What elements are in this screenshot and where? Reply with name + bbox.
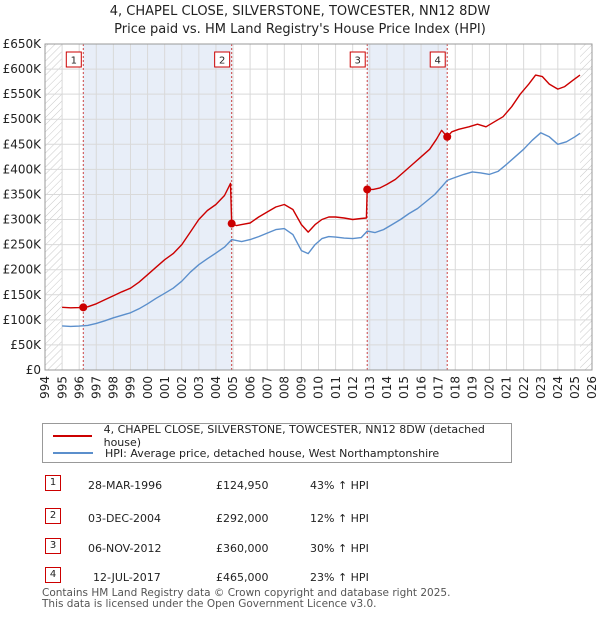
x-tick-label: 2019 [466, 376, 480, 400]
y-tick-label: £650K [3, 37, 43, 51]
x-tick-label: 1995 [55, 376, 69, 400]
footer-licence: This data is licensed under the Open Gov… [42, 598, 377, 610]
x-tick-label: 2024 [551, 376, 565, 400]
x-tick-label: 1997 [89, 376, 103, 400]
transaction-date: 06-NOV-2012 [88, 542, 162, 555]
x-tick-label: 2002 [175, 376, 189, 400]
transaction-hpi: 12% ↑ HPI [310, 512, 369, 525]
y-tick-label: £50K [10, 338, 42, 352]
x-tick-label: 2000 [141, 376, 155, 400]
x-tick-label: 2005 [226, 376, 240, 400]
transaction-date: 12-JUL-2017 [93, 571, 161, 584]
x-tick-label: 2007 [260, 376, 274, 400]
x-tick-label: 2023 [534, 376, 548, 400]
x-tick-label: 1998 [107, 376, 121, 400]
sale-point [79, 303, 88, 312]
x-tick-label: 2010 [312, 376, 326, 400]
sale-point [363, 185, 372, 194]
sale-period-shade [83, 44, 232, 370]
x-tick-label: 2016 [414, 376, 428, 400]
y-tick-label: £300K [3, 213, 43, 227]
x-tick-label: 2021 [500, 376, 514, 400]
y-tick-label: £550K [3, 87, 43, 101]
x-tick-label: 1999 [124, 376, 138, 400]
y-tick-label: £150K [3, 288, 43, 302]
x-tick-label: 2026 [585, 376, 599, 400]
plot-border [44, 43, 593, 371]
x-tick-label: 2017 [431, 376, 445, 400]
hpi-line [62, 132, 581, 328]
transaction-number: 1 [45, 475, 61, 491]
sale-marker-box [429, 51, 446, 68]
sale-marker-box [214, 51, 231, 68]
sale-marker-label: 2 [219, 56, 225, 67]
legend-swatch-hpi [53, 452, 93, 454]
footer-copyright: Contains HM Land Registry data © Crown c… [42, 587, 451, 599]
x-tick-label: 2001 [158, 376, 172, 400]
y-tick-label: £350K [3, 187, 43, 201]
legend-label-hpi: HPI: Average price, detached house, West… [105, 446, 440, 460]
y-tick-label: £600K [3, 62, 43, 76]
no-data-hatch [45, 44, 63, 370]
x-tick-label: 2015 [397, 376, 411, 400]
x-tick-label: 2006 [243, 376, 257, 400]
sale-marker-box [349, 51, 366, 68]
x-tick-label: 2013 [363, 376, 377, 400]
transaction-hpi: 43% ↑ HPI [310, 479, 369, 492]
x-tick-label: 2020 [483, 376, 497, 400]
transaction-price: £465,000 [216, 571, 269, 584]
y-tick-label: £250K [3, 238, 43, 252]
legend-swatch-property [53, 435, 92, 437]
sale-marker-label: 4 [435, 56, 441, 67]
x-tick-label: 1994 [38, 376, 52, 400]
legend: 4, CHAPEL CLOSE, SILVERSTONE, TOWCESTER,… [42, 423, 512, 463]
transaction-price: £360,000 [216, 542, 269, 555]
y-tick-label: £450K [3, 137, 43, 151]
sale-marker-label: 3 [355, 56, 361, 67]
sale-marker-box [65, 51, 82, 68]
sale-period-shade [367, 44, 448, 370]
sale-marker-label: 1 [71, 56, 77, 67]
transaction-row: 3 06-NOV-2012 £360,000 30% ↑ HPI [0, 538, 600, 560]
x-tick-label: 2011 [329, 376, 343, 400]
y-tick-label: £100K [3, 313, 43, 327]
property-price-line [62, 74, 581, 309]
x-tick-label: 2014 [380, 376, 394, 400]
x-tick-label: 2012 [346, 376, 360, 400]
legend-label-property: 4, CHAPEL CLOSE, SILVERSTONE, TOWCESTER,… [103, 423, 485, 449]
y-tick-label: £0 [26, 363, 41, 377]
x-tick-label: 2025 [568, 376, 582, 400]
chart-title-line1: 4, CHAPEL CLOSE, SILVERSTONE, TOWCESTER,… [109, 4, 491, 19]
transaction-price: £292,000 [216, 512, 269, 525]
x-tick-label: 2004 [209, 376, 223, 400]
transaction-date: 03-DEC-2004 [88, 512, 162, 525]
transaction-hpi: 23% ↑ HPI [310, 571, 369, 584]
x-tick-label: 1996 [72, 376, 86, 400]
x-tick-label: 2008 [278, 376, 292, 400]
x-tick-label: 2003 [192, 376, 206, 400]
y-tick-label: £500K [3, 112, 43, 126]
transaction-number: 3 [45, 538, 61, 554]
transaction-price: £124,950 [216, 479, 269, 492]
transaction-row: 1 28-MAR-1996 £124,950 43% ↑ HPI [0, 475, 600, 497]
y-tick-label: £400K [3, 162, 43, 176]
x-tick-label: 2018 [448, 376, 462, 400]
transaction-row: 4 12-JUL-2017 £465,000 23% ↑ HPI [0, 567, 600, 589]
price-chart: £0 £50K £100K £150K £200K £250K £300K £350K £400… [3, 37, 600, 400]
legend-item-property: 4, CHAPEL CLOSE, SILVERSTONE, TOWCESTER,… [53, 423, 511, 449]
transaction-hpi: 30% ↑ HPI [310, 542, 369, 555]
legend-item-hpi: HPI: Average price, detached house, West… [53, 445, 439, 461]
footer: Contains HM Land Registry data © Crown c… [42, 588, 450, 610]
transaction-number: 2 [45, 508, 61, 524]
x-tick-label: 2009 [295, 376, 309, 400]
transaction-number: 4 [45, 567, 61, 583]
transaction-row: 2 03-DEC-2004 £292,000 12% ↑ HPI [0, 508, 600, 530]
sale-point [227, 219, 236, 228]
x-tick-label: 2022 [517, 376, 531, 400]
sale-point [443, 132, 452, 141]
no-data-hatch [580, 44, 592, 370]
y-tick-label: £200K [3, 263, 43, 277]
chart-title-line2: Price paid vs. HM Land Registry's House … [114, 22, 486, 37]
transaction-date: 28-MAR-1996 [88, 479, 163, 492]
